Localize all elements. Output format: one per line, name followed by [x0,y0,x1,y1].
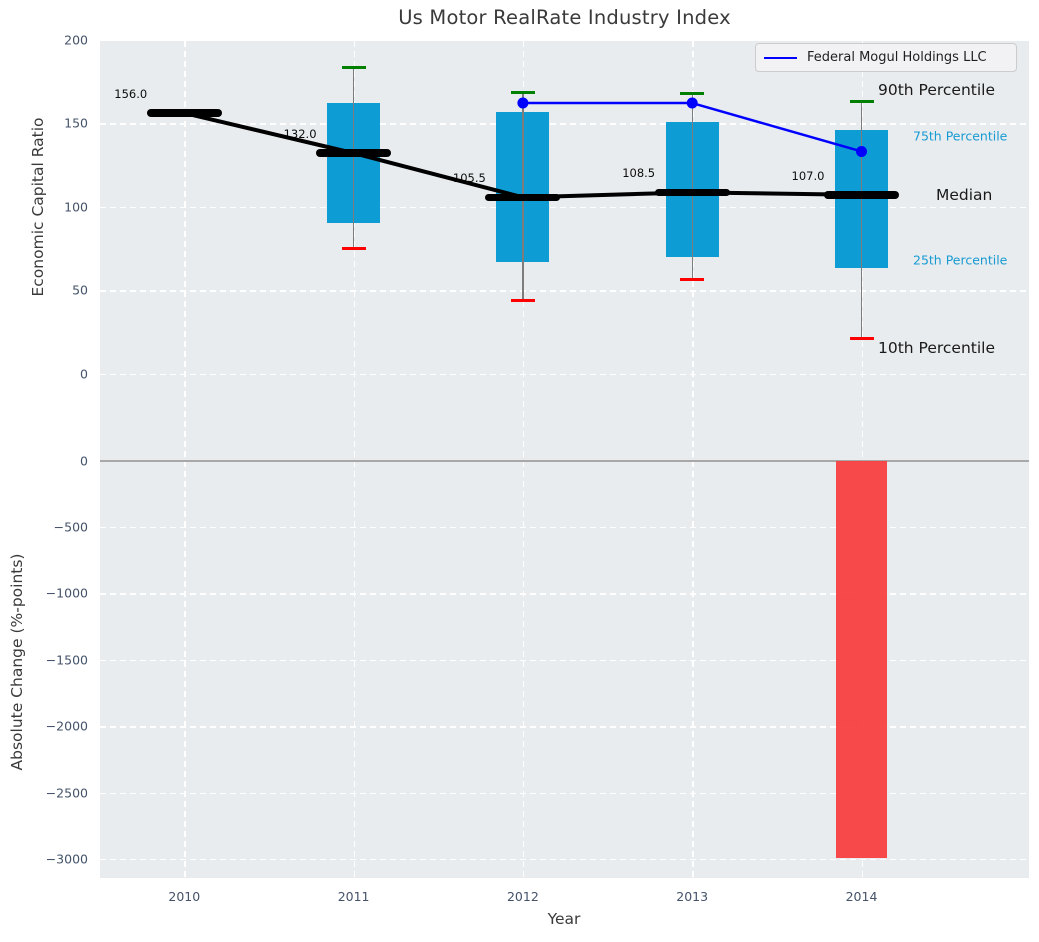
zero-axis-line [100,459,1029,462]
median-value-annotation: 105.5 [452,171,486,186]
legend: Federal Mogul Holdings LLC [755,43,1017,72]
y-tick-label-top: 200 [64,32,88,48]
x-tick-label: 2012 [506,889,539,904]
y-tick-label-top: 150 [64,115,88,131]
bottom-y-axis-label: Absolute Change (%-points) [8,553,26,771]
y-tick-label-top: 0 [80,366,88,381]
p10-cap [341,246,366,250]
median-segment [654,188,730,197]
median-value-annotation: 107.0 [791,168,825,183]
p75-percentile-label: 75th Percentile [913,128,1008,144]
chart-title: Us Motor RealRate Industry Index [398,6,731,29]
y-tick-label-top: 100 [64,199,88,215]
p90-cap [849,99,874,103]
x-tick-label: 2013 [676,889,709,904]
y-tick-label-bottom: 0 [80,453,88,468]
gridline-h [100,858,1029,861]
gridline-h [100,39,1029,42]
p10-percentile-label: 10th Percentile [878,339,996,357]
y-tick-label-top: 50 [72,282,88,298]
whisker-line [860,101,863,339]
gridline-h [100,373,1029,375]
gridline-h [100,659,1029,662]
median-segment [316,149,392,157]
x-tick-label: 2014 [845,889,878,904]
legend-entry-label: Federal Mogul Holdings LLC [807,50,987,65]
legend-line-swatch [764,56,797,59]
median-label: Median [936,186,993,204]
gridline-h [100,206,1029,209]
median-value-annotation: 132.0 [283,127,317,142]
y-tick-label-bottom: −3000 [45,851,88,867]
change-bar [836,460,887,858]
y-tick-label-bottom: −1000 [45,585,88,601]
p10-cap [510,299,535,303]
p25-percentile-label: 25th Percentile [913,252,1008,268]
p10-cap [680,277,705,281]
median-segment [146,109,222,117]
gridline-h [100,726,1029,728]
x-tick-label: 2011 [337,889,370,904]
whisker-line [352,67,355,249]
median-value-annotation: 156.0 [114,87,148,102]
y-tick-label-bottom: −2000 [45,718,88,734]
p90-cap [341,66,366,70]
x-tick-label: 2010 [168,889,201,904]
y-tick-label-bottom: −500 [53,519,88,535]
top-y-axis-label: Economic Capital Ratio [29,117,47,297]
median-value-annotation: 108.5 [622,166,656,181]
gridline-h [100,593,1029,595]
p90-cap [680,91,705,95]
median-segment [824,191,899,199]
y-tick-label-bottom: −2500 [45,785,88,801]
x-axis-label: Year [547,910,581,928]
gridline-h [100,526,1029,529]
p10-cap [849,336,874,340]
p90-cap [510,90,535,94]
gridline-h [100,290,1029,292]
whisker-line [691,93,693,280]
gridline-h [100,123,1029,125]
y-tick-label-bottom: −1500 [45,652,88,668]
p90-percentile-label: 90th Percentile [878,81,996,99]
gridline-h [100,792,1029,795]
median-segment [485,193,561,202]
